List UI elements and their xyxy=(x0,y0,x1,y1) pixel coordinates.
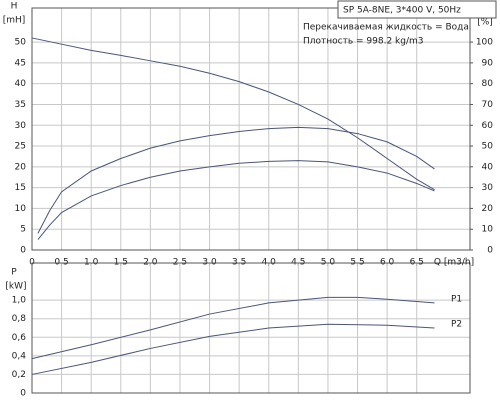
y-tick-label: 30 xyxy=(15,121,27,131)
h-axis-unit: [mH] xyxy=(3,16,26,26)
y-tick-label: 0,6 xyxy=(12,333,27,343)
p-axis-label: P xyxy=(11,268,17,278)
curve xyxy=(31,296,435,360)
series-label: P2 xyxy=(451,320,462,330)
y-tick-label: 50 xyxy=(15,38,27,48)
y2-tick-label: 40 xyxy=(482,162,494,172)
y2-tick-label: 0 xyxy=(487,246,493,256)
y-tick-label: 1,0 xyxy=(12,296,27,306)
y2-tick-label: 50 xyxy=(482,142,494,152)
y2-tick-label: 70 xyxy=(482,100,494,110)
y-tick-label: 0,2 xyxy=(12,370,26,380)
density-note: Плотность = 998.2 kg/m3 xyxy=(303,37,424,47)
series-label: P1 xyxy=(451,294,462,304)
y2-tick-label: 60 xyxy=(482,121,494,131)
y2-tick-label: 10 xyxy=(482,225,494,235)
model-box xyxy=(337,0,497,19)
y-tick-label: 35 xyxy=(15,100,26,110)
y-tick-label: 10 xyxy=(15,204,27,214)
curve xyxy=(37,126,435,234)
h-axis-label: H xyxy=(11,2,18,12)
eta-axis-unit: [%] xyxy=(477,18,493,28)
plot-frame xyxy=(31,262,471,394)
x-axis-label: Q [m3/h] xyxy=(434,258,474,268)
y-tick-label: 0,4 xyxy=(12,351,27,361)
y-tick-label: 0 xyxy=(20,389,26,399)
y-tick-label: 20 xyxy=(15,162,27,172)
curve xyxy=(31,37,435,191)
y-tick-label: 40 xyxy=(15,79,27,89)
curve xyxy=(37,160,435,240)
p-axis-unit: [kW] xyxy=(5,282,26,292)
y-tick-label: 5 xyxy=(20,225,26,235)
y-tick-label: 25 xyxy=(15,142,26,152)
y-tick-label: 45 xyxy=(15,58,26,68)
y-tick-label: 15 xyxy=(15,183,26,193)
y-tick-label: 0,8 xyxy=(12,314,27,324)
y2-tick-label: 90 xyxy=(482,58,494,68)
fluid-note: Перекачиваемая жидкость = Вода xyxy=(303,23,469,33)
y2-tick-label: 20 xyxy=(482,204,494,214)
plot-frame xyxy=(31,7,471,251)
y2-tick-label: 30 xyxy=(482,183,494,193)
y-tick-label: 0 xyxy=(20,246,26,256)
y2-tick-label: 100 xyxy=(476,38,493,48)
curve xyxy=(31,323,435,375)
model-label: SP 5A-8NE, 3*400 V, 50Hz xyxy=(343,6,461,16)
y2-tick-label: 80 xyxy=(482,79,494,89)
